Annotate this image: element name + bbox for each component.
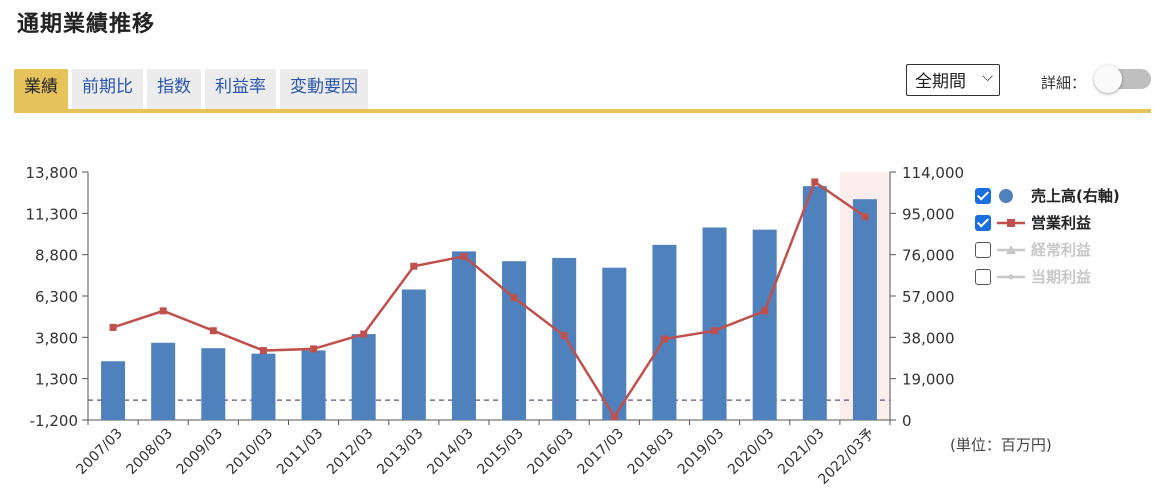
tab-factors[interactable]: 変動要因: [280, 69, 368, 109]
line-square-icon: [997, 218, 1025, 227]
y-tick-label-left: 6,300: [35, 288, 78, 306]
x-tick-label: 2012/03: [324, 426, 376, 478]
bar-sales: [652, 244, 677, 420]
bar-sales: [201, 348, 226, 420]
point-operating-profit: [660, 335, 668, 343]
point-operating-profit: [410, 262, 418, 270]
line-icon: [997, 274, 1025, 279]
detail-toggle[interactable]: [1094, 65, 1151, 93]
period-select[interactable]: 全期間 ⌵: [906, 64, 1000, 96]
bar-sales: [702, 227, 727, 420]
x-tick-label: 2018/03: [625, 426, 677, 478]
bar-sales: [451, 251, 476, 420]
y-tick-label-left: -1,200: [30, 412, 78, 430]
bar-sales: [852, 199, 877, 420]
x-tick-label: 2020/03: [725, 426, 777, 478]
legend-item-ordinary-profit[interactable]: 経常利益: [975, 236, 1120, 263]
x-tick-label: 2019/03: [675, 426, 727, 478]
legend-label-net-profit: 当期利益: [1031, 268, 1092, 286]
point-operating-profit: [711, 327, 719, 335]
bar-sales: [502, 261, 527, 420]
y-tick-label-left: 11,300: [26, 205, 79, 223]
point-operating-profit: [159, 307, 167, 315]
bar-sales: [251, 353, 276, 420]
point-operating-profit: [861, 213, 869, 221]
legend-checkbox-ordinary-profit[interactable]: [975, 241, 991, 258]
y-tick-label-left: 13,800: [26, 164, 79, 182]
circle-icon: [999, 188, 1013, 203]
y-tick-label-right: 19,000: [902, 371, 955, 389]
chart-legend: 売上高(右軸) 営業利益 経常利益 当期利益: [975, 182, 1120, 290]
point-operating-profit: [259, 347, 267, 355]
point-operating-profit: [360, 330, 368, 338]
chevron-down-icon: ⌵: [982, 69, 993, 85]
y-tick-label-right: 76,000: [902, 247, 955, 265]
bar-sales: [351, 334, 376, 420]
y-tick-label-left: 3,800: [35, 329, 78, 347]
y-tick-label-right: 114,000: [902, 164, 964, 182]
legend-checkbox-operating-profit[interactable]: [975, 214, 991, 231]
x-tick-label: 2013/03: [374, 426, 426, 478]
point-operating-profit: [761, 307, 769, 315]
legend-item-net-profit[interactable]: 当期利益: [975, 263, 1120, 290]
point-operating-profit: [560, 332, 568, 340]
x-tick-label: 2008/03: [124, 426, 176, 478]
bar-sales: [101, 361, 126, 420]
tab-index[interactable]: 指数: [147, 69, 201, 109]
legend-label-sales: 売上高(右軸): [1031, 187, 1120, 205]
tab-margin[interactable]: 利益率: [205, 69, 276, 109]
y-tick-label-left: 1,300: [35, 371, 78, 389]
x-tick-label: 2016/03: [525, 426, 577, 478]
x-tick-label: 2009/03: [174, 426, 226, 478]
bar-sales: [401, 289, 426, 420]
line-operating-profit: [112, 179, 866, 420]
legend-item-operating-profit[interactable]: 営業利益: [975, 209, 1120, 236]
x-tick-label: 2010/03: [224, 426, 276, 478]
point-operating-profit: [510, 294, 518, 302]
detail-label: 詳細：: [1041, 74, 1087, 92]
x-tick-label: 2011/03: [274, 426, 326, 478]
y-tick-label-right: 38,000: [902, 329, 955, 347]
x-tick-label: 2021/03: [775, 426, 827, 478]
x-tick-label: 2007/03: [73, 426, 125, 478]
point-operating-profit: [310, 345, 318, 353]
tab-bar: 業績 前期比 指数 利益率 変動要因: [14, 69, 368, 109]
toggle-knob[interactable]: [1094, 65, 1122, 93]
unit-label: (単位：百万円): [950, 436, 1052, 454]
legend-item-sales[interactable]: 売上高(右軸): [975, 182, 1120, 209]
point-operating-profit: [109, 323, 117, 331]
y-tick-label-right: 0: [902, 412, 912, 430]
bar-sales: [151, 342, 176, 420]
y-tick-label-right: 95,000: [902, 205, 955, 223]
bar-sales: [752, 229, 777, 420]
bar-sales: [802, 186, 827, 420]
point-operating-profit: [610, 413, 618, 421]
period-select-value: 全期間: [915, 72, 966, 92]
point-operating-profit: [460, 252, 468, 260]
x-tick-label: 2017/03: [575, 426, 627, 478]
point-operating-profit: [811, 178, 819, 186]
legend-checkbox-net-profit[interactable]: [975, 268, 991, 285]
tab-underline: [14, 109, 1151, 113]
bar-sales: [602, 267, 627, 420]
line-triangle-icon: [997, 244, 1025, 254]
legend-label-ordinary-profit: 経常利益: [1031, 241, 1092, 259]
y-tick-label-left: 8,800: [35, 247, 78, 265]
y-tick-label-right: 57,000: [902, 288, 955, 306]
point-operating-profit: [209, 327, 217, 335]
tab-performance[interactable]: 業績: [14, 69, 68, 109]
tab-yoy[interactable]: 前期比: [72, 69, 143, 109]
x-tick-label: 2015/03: [474, 426, 526, 478]
legend-label-operating-profit: 営業利益: [1031, 214, 1092, 232]
x-tick-label: 2014/03: [424, 426, 476, 478]
bar-sales: [301, 350, 326, 420]
legend-checkbox-sales[interactable]: [975, 187, 991, 204]
page-title: 通期業績推移: [17, 12, 156, 37]
